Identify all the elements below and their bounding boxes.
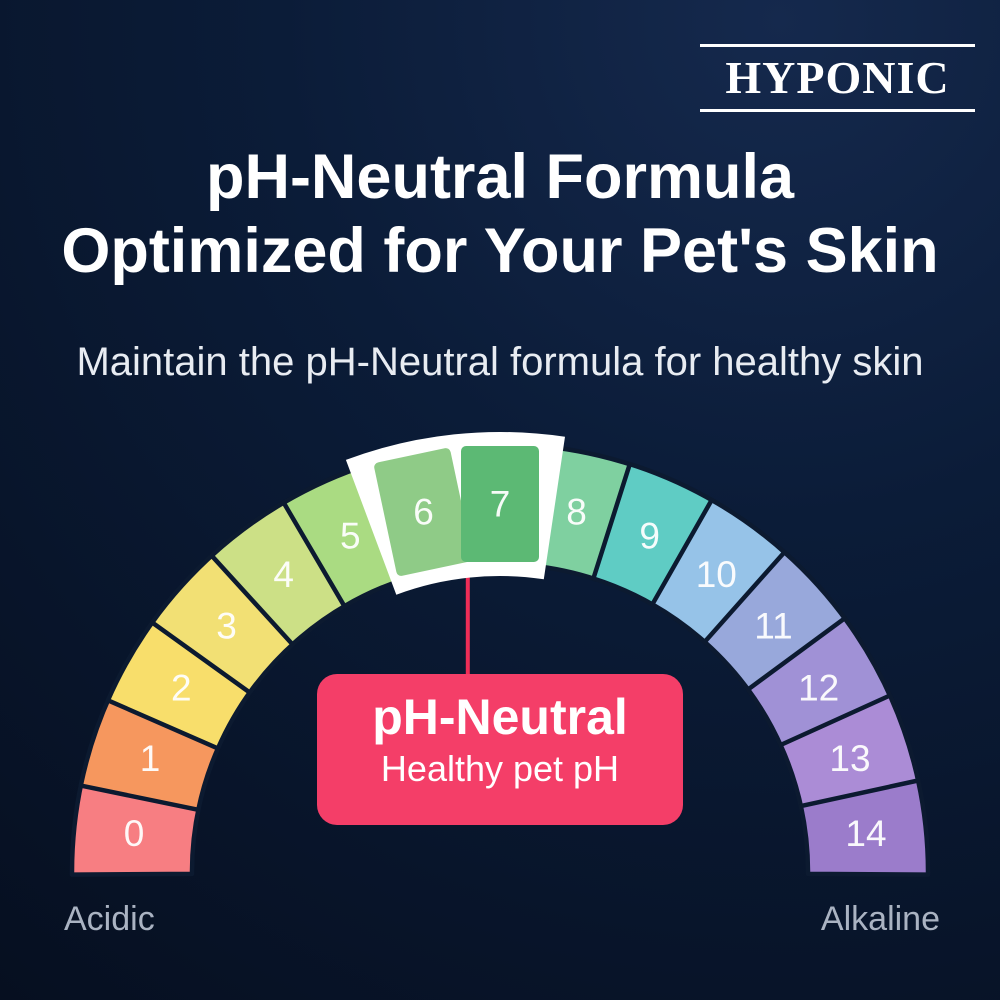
svg-text:10: 10: [696, 554, 737, 595]
svg-text:7: 7: [490, 484, 511, 525]
svg-text:4: 4: [273, 554, 294, 595]
svg-text:12: 12: [798, 668, 839, 709]
svg-text:1: 1: [140, 738, 161, 779]
svg-text:13: 13: [829, 738, 870, 779]
svg-text:14: 14: [845, 813, 886, 854]
svg-text:3: 3: [216, 605, 237, 646]
svg-text:11: 11: [754, 605, 792, 646]
svg-text:6: 6: [413, 492, 434, 533]
svg-text:8: 8: [566, 492, 587, 533]
svg-text:9: 9: [639, 515, 660, 556]
svg-text:2: 2: [171, 668, 192, 709]
svg-text:5: 5: [340, 515, 361, 556]
svg-text:0: 0: [124, 813, 145, 854]
